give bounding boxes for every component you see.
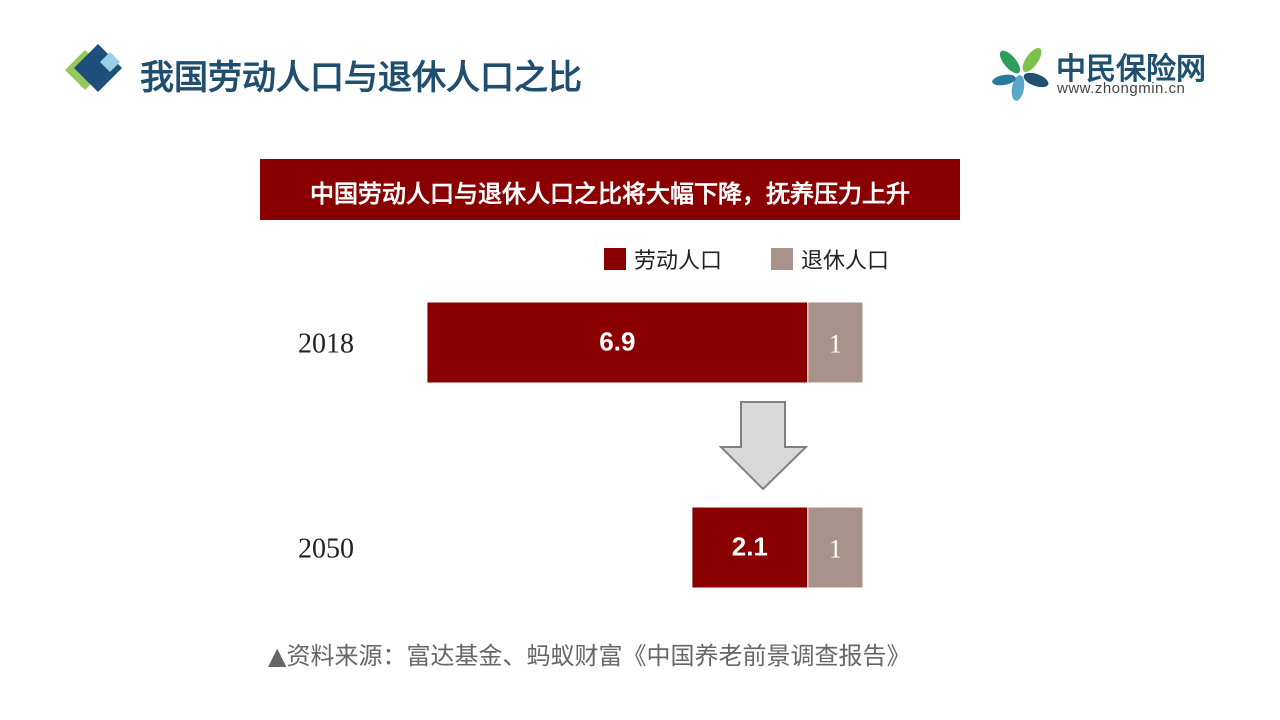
logo-url: www.zhongmin.cn — [1057, 80, 1186, 97]
data-label-retired-2018: 1 — [829, 330, 842, 359]
data-label-labor-2018: 6.9 — [599, 327, 635, 357]
legend-item-retired: 退休人口 — [771, 244, 889, 274]
page-title: 我国劳动人口与退休人口之比 — [140, 58, 582, 98]
data-label-labor-2050: 2.1 — [732, 532, 768, 562]
data-label-retired-2050: 1 — [829, 535, 842, 564]
bar-labor-2050 — [691, 506, 809, 589]
bar-retired-2018 — [807, 301, 864, 384]
legend-label-retired: 退休人口 — [801, 249, 890, 274]
bar-labor-2018 — [426, 301, 809, 384]
legend-item-labor: 劳动人口 — [604, 244, 722, 274]
down-arrow-icon — [718, 401, 809, 491]
zhongmin-logo-icon — [992, 48, 1049, 101]
category-label-2018: 2018 — [298, 329, 354, 360]
source-note: ▲资料来源：富达基金、蚂蚁财富《中国养老前景调查报告》 — [268, 642, 911, 670]
chart-title: 中国劳动人口与退休人口之比将大幅下降，抚养压力上升 — [310, 180, 910, 208]
legend-label-labor: 劳动人口 — [634, 249, 723, 274]
category-label-2050: 2050 — [298, 534, 354, 565]
logo-name: 中民保险网 — [1056, 52, 1206, 87]
bar-retired-2050 — [807, 506, 864, 589]
chart-title-banner: 中国劳动人口与退休人口之比将大幅下降，抚养压力上升 — [260, 159, 960, 220]
title-diamond-icon — [65, 44, 122, 92]
legend-swatch-retired — [771, 248, 793, 270]
legend-swatch-labor — [604, 248, 626, 270]
